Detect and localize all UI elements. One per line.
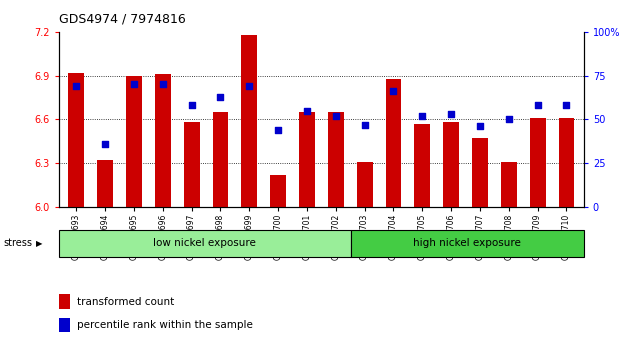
- Bar: [242, 35, 257, 207]
- Point: [158, 81, 168, 87]
- Point: [504, 117, 514, 122]
- Bar: [530, 118, 545, 207]
- Bar: [155, 74, 171, 207]
- Bar: [68, 73, 84, 207]
- Text: GDS4974 / 7974816: GDS4974 / 7974816: [59, 12, 186, 25]
- Bar: [558, 118, 574, 207]
- Point: [533, 103, 543, 108]
- Point: [417, 113, 427, 119]
- Point: [446, 112, 456, 117]
- Point: [129, 81, 139, 87]
- Text: ▶: ▶: [36, 239, 42, 248]
- Point: [561, 103, 571, 108]
- Point: [475, 124, 485, 129]
- Bar: [97, 160, 113, 207]
- Point: [215, 94, 225, 99]
- Bar: [299, 112, 315, 207]
- Bar: [270, 175, 286, 207]
- Text: low nickel exposure: low nickel exposure: [153, 238, 256, 249]
- Text: stress: stress: [3, 238, 32, 248]
- Bar: [356, 162, 373, 207]
- Point: [389, 88, 399, 94]
- Text: percentile rank within the sample: percentile rank within the sample: [77, 320, 253, 330]
- Point: [100, 141, 110, 147]
- Point: [244, 83, 254, 89]
- Bar: [350, 230, 584, 257]
- Bar: [328, 112, 343, 207]
- Point: [273, 127, 283, 133]
- Point: [71, 83, 81, 89]
- Text: transformed count: transformed count: [77, 297, 175, 307]
- Bar: [443, 122, 459, 207]
- Point: [360, 122, 369, 127]
- Bar: [59, 294, 70, 309]
- Bar: [472, 138, 488, 207]
- Bar: [59, 230, 350, 257]
- Bar: [59, 318, 70, 332]
- Point: [302, 108, 312, 114]
- Bar: [212, 112, 229, 207]
- Bar: [386, 79, 401, 207]
- Bar: [126, 76, 142, 207]
- Bar: [414, 124, 430, 207]
- Bar: [501, 162, 517, 207]
- Bar: [184, 122, 199, 207]
- Text: high nickel exposure: high nickel exposure: [413, 238, 521, 249]
- Point: [331, 113, 341, 119]
- Point: [187, 103, 197, 108]
